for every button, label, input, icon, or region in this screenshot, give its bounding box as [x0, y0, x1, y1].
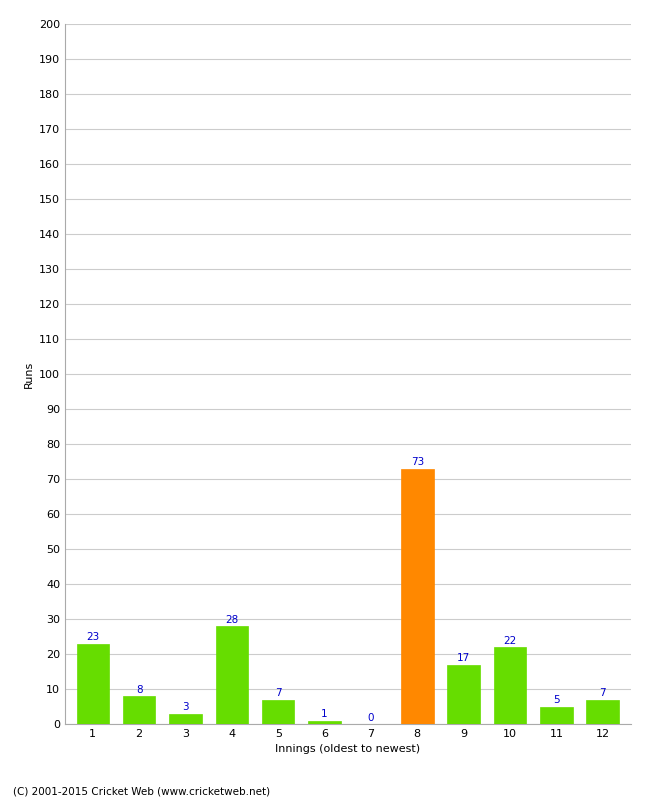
- Text: 5: 5: [553, 695, 560, 705]
- Bar: [77, 643, 109, 724]
- Bar: [494, 647, 526, 724]
- Bar: [262, 699, 294, 724]
- Text: 3: 3: [182, 702, 189, 712]
- Text: 23: 23: [86, 632, 99, 642]
- Text: 0: 0: [368, 713, 374, 722]
- Bar: [586, 699, 619, 724]
- Text: 1: 1: [321, 709, 328, 719]
- Text: 28: 28: [226, 614, 239, 625]
- Text: 22: 22: [503, 635, 517, 646]
- Bar: [169, 714, 202, 724]
- Text: 17: 17: [457, 653, 470, 663]
- Bar: [123, 696, 155, 724]
- Text: (C) 2001-2015 Cricket Web (www.cricketweb.net): (C) 2001-2015 Cricket Web (www.cricketwe…: [13, 786, 270, 796]
- Bar: [308, 721, 341, 724]
- Y-axis label: Runs: Runs: [23, 360, 33, 388]
- Text: 7: 7: [599, 688, 606, 698]
- X-axis label: Innings (oldest to newest): Innings (oldest to newest): [275, 745, 421, 754]
- Bar: [447, 665, 480, 724]
- Text: 8: 8: [136, 685, 142, 694]
- Text: 7: 7: [275, 688, 281, 698]
- Bar: [216, 626, 248, 724]
- Bar: [540, 706, 573, 724]
- Text: 73: 73: [411, 457, 424, 467]
- Bar: [401, 469, 434, 724]
